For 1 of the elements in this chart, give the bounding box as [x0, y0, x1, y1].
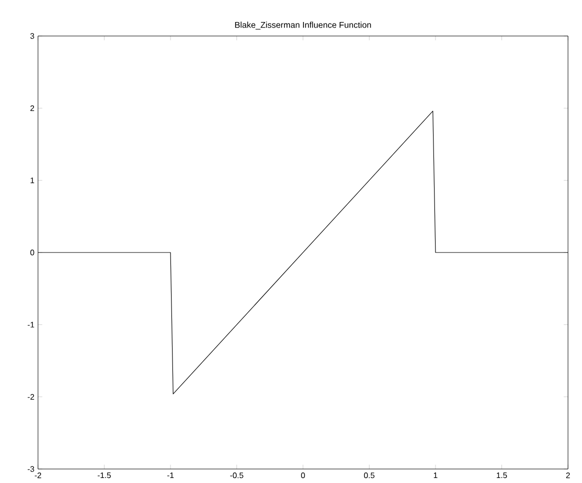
- chart-title: Blake_Zisserman Influence Function: [235, 22, 371, 30]
